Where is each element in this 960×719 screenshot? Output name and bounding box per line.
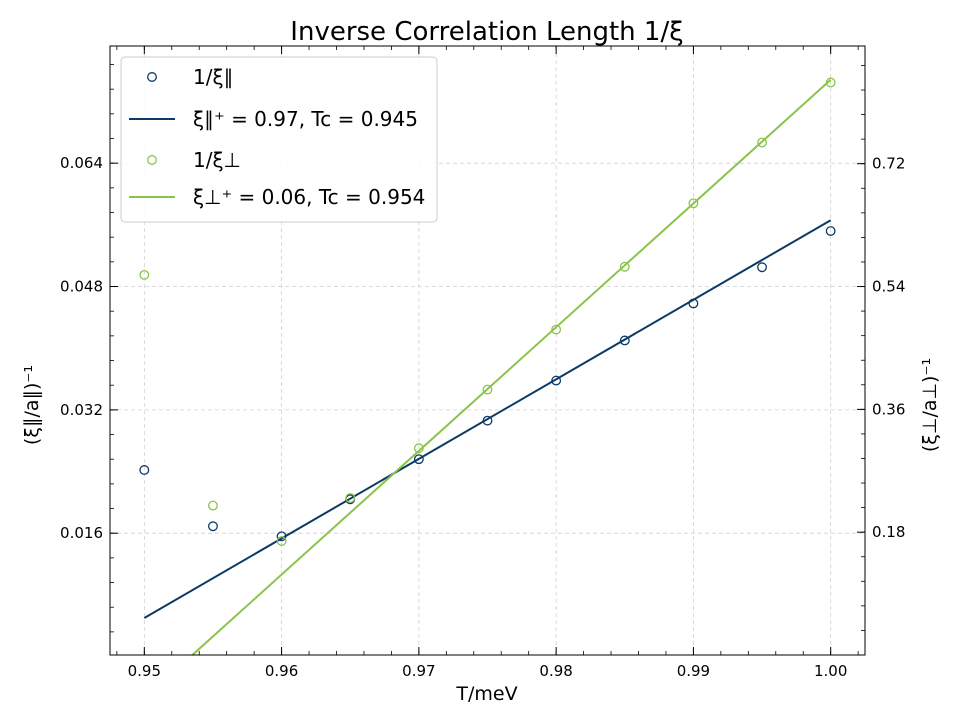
- y-axis-label-right: (ξ⊥/a⊥)⁻¹: [919, 358, 941, 452]
- ticks-layer: 0.95 0.96 0.97 0.98 0.99 1.00 0.016 0.032 0.048 0…: [60, 46, 905, 680]
- plot-frame: [109, 45, 866, 656]
- data-point-series-0: [825, 226, 836, 236]
- data-point-series-2: [413, 443, 424, 454]
- legend-label-xi-perp-fit: ξ⊥⁺ = 0.06, Tc = 0.954: [193, 185, 425, 209]
- series-markers-layer: [139, 77, 836, 546]
- y-left-tick-label: 0.032: [60, 401, 103, 419]
- fit-line-series-3: [191, 79, 832, 656]
- legend-label-xi-par-fit: ξ∥⁺ = 0.97, Tc = 0.945: [193, 107, 418, 131]
- y-axis-label-left: (ξ∥/a∥)⁻¹: [21, 365, 43, 445]
- data-point-series-0: [688, 298, 699, 309]
- chart-title: Inverse Correlation Length 1/ξ: [290, 17, 683, 47]
- y-left-tick-label: 0.064: [60, 154, 103, 172]
- data-point-series-2: [551, 324, 562, 335]
- x-tick-label: 0.96: [265, 662, 298, 680]
- data-point-series-2: [688, 198, 699, 209]
- legend-label-xi-perp: 1/ξ⊥: [193, 148, 241, 172]
- data-point-series-0: [276, 531, 287, 542]
- y-right-tick-label: 0.36: [872, 400, 905, 418]
- x-tick-label: 0.99: [677, 662, 710, 680]
- data-point-series-2: [276, 536, 287, 546]
- data-point-series-2: [208, 500, 218, 511]
- y-left-tick-label: 0.048: [60, 278, 103, 296]
- data-point-series-2: [757, 137, 767, 148]
- data-point-series-2: [482, 384, 493, 395]
- y-right-tick-label: 0.18: [872, 523, 905, 541]
- data-point-series-0: [413, 454, 424, 465]
- legend-label-xi-par: 1/ξ∥: [193, 65, 234, 89]
- data-point-series-0: [482, 415, 493, 426]
- x-tick-label: 0.98: [539, 662, 572, 680]
- data-point-series-0: [139, 465, 150, 475]
- legend-marker-xi-perp: [147, 155, 157, 165]
- data-point-series-0: [757, 262, 767, 273]
- x-tick-label: 1.00: [814, 662, 847, 680]
- legend-marker-xi-par: [147, 72, 157, 82]
- y-right-tick-label: 0.72: [872, 155, 905, 173]
- data-point-series-2: [139, 269, 150, 280]
- legend: 1/ξ∥ ξ∥⁺ = 0.97, Tc = 0.945 1/ξ⊥ ξ⊥⁺ = 0…: [120, 56, 438, 223]
- y-right-tick-label: 0.54: [872, 278, 905, 296]
- data-point-series-0: [619, 335, 630, 346]
- data-point-series-2: [825, 77, 836, 88]
- series-lines-layer: [143, 79, 832, 656]
- data-point-series-0: [208, 521, 218, 532]
- x-axis-label: T/meV: [455, 683, 517, 705]
- fit-line-series-1: [143, 219, 832, 619]
- legend-box: [120, 56, 438, 223]
- x-tick-label: 0.95: [128, 662, 161, 680]
- x-tick-label: 0.97: [402, 662, 435, 680]
- data-point-series-0: [551, 375, 562, 386]
- data-point-series-2: [345, 493, 356, 504]
- y-left-tick-label: 0.016: [60, 524, 103, 542]
- data-point-series-2: [619, 261, 630, 272]
